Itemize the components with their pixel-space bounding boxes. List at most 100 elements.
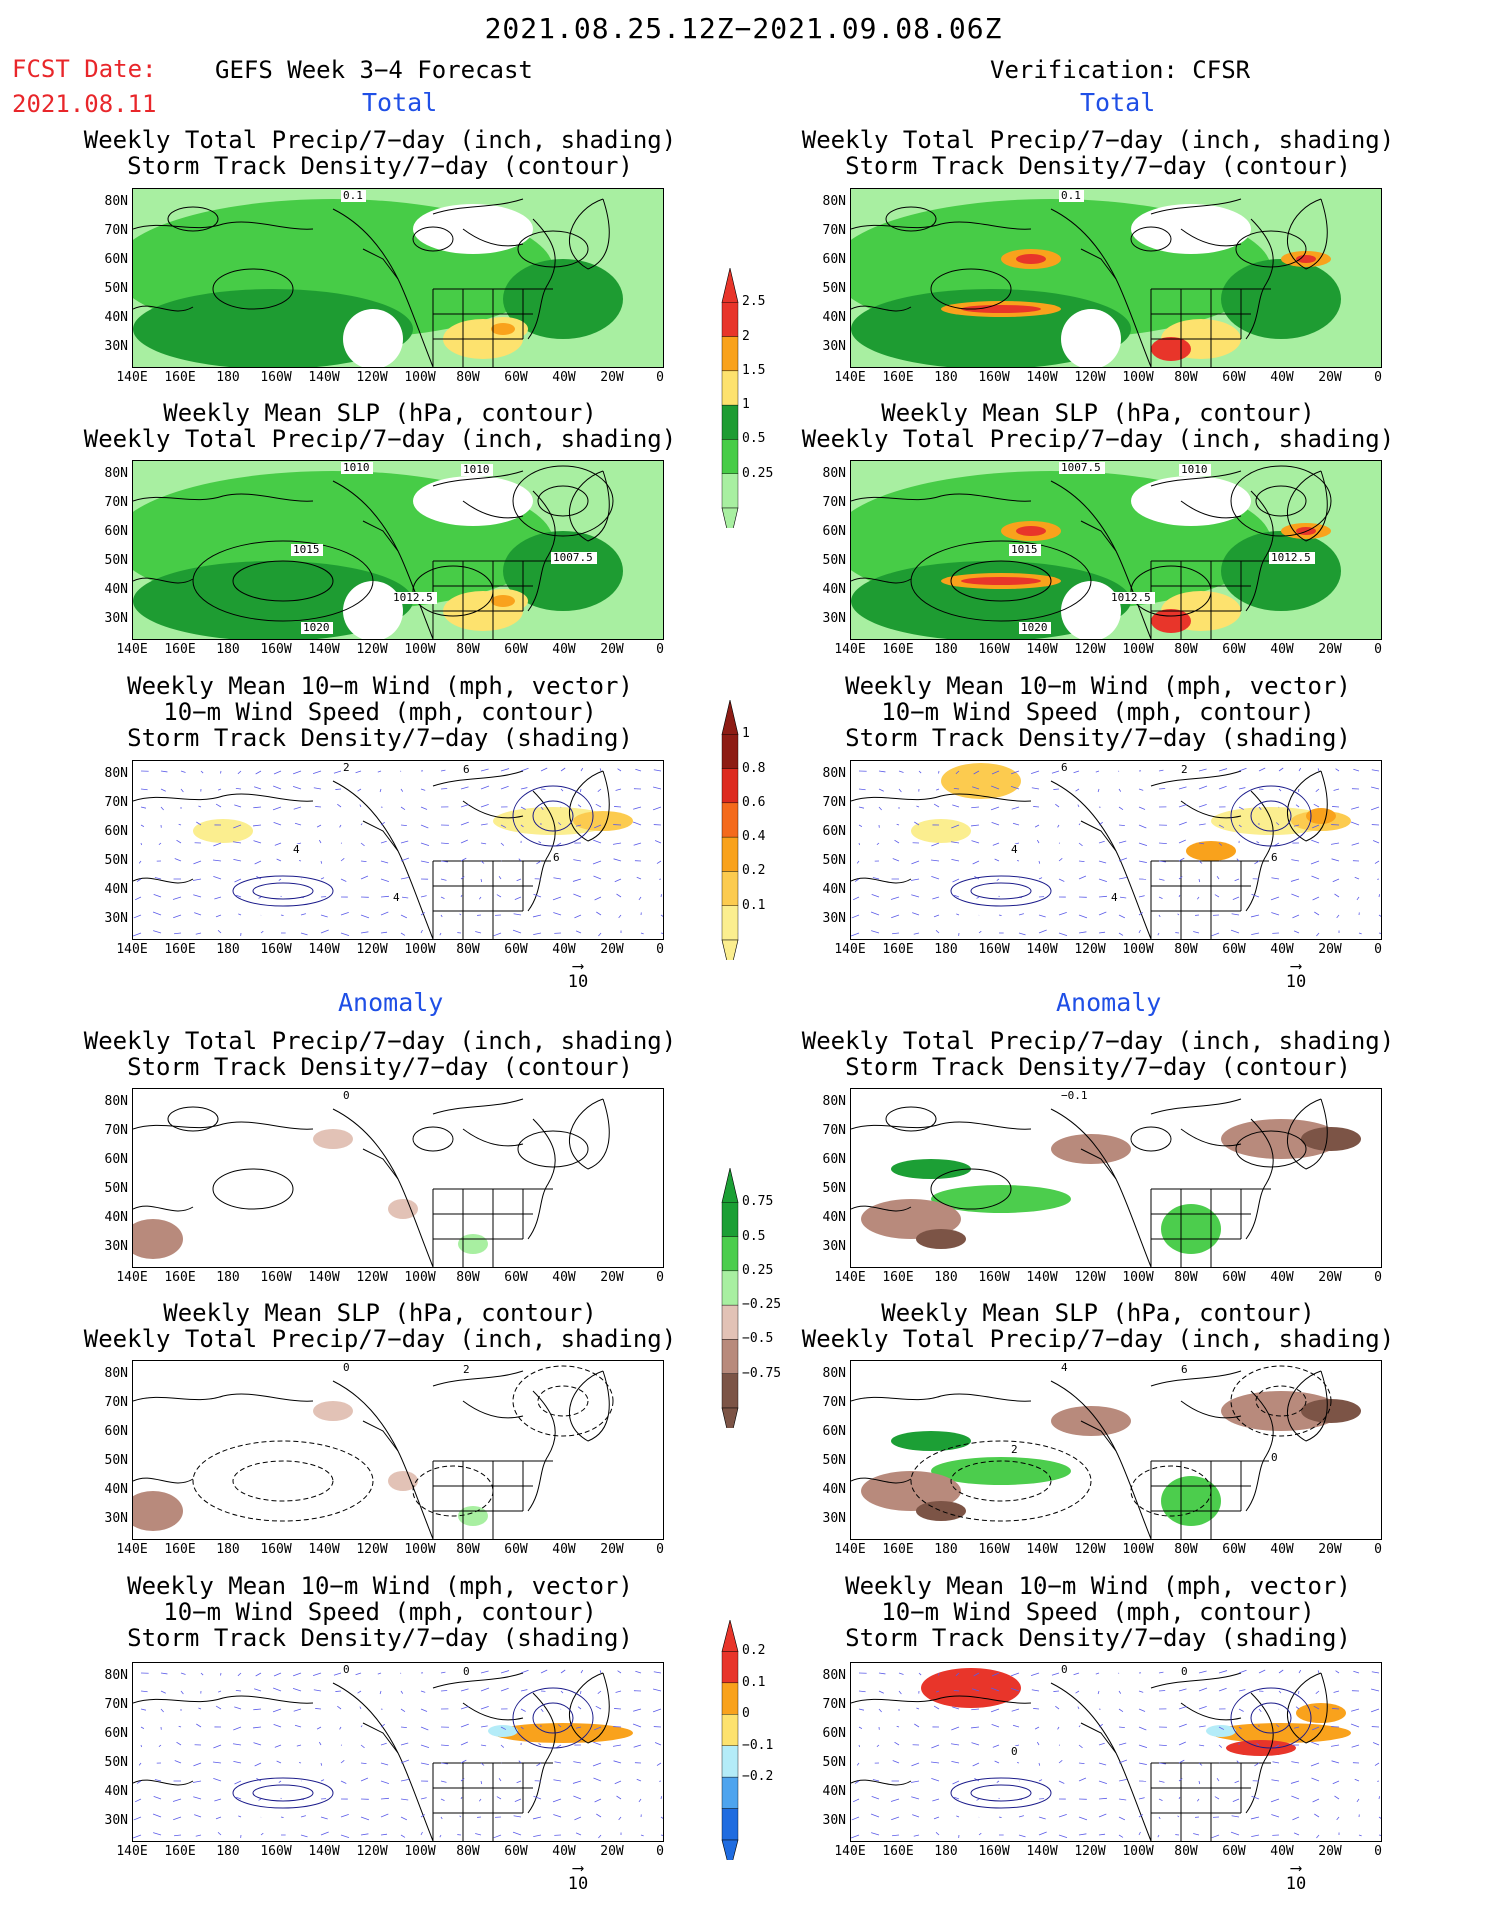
lon-tick-label: 40W [1270,1542,1294,1557]
coastlines [133,1098,610,1267]
colorbar-label: 2.5 [742,294,766,310]
coast-line [1150,1188,1271,1267]
wind-vector [1236,858,1240,862]
wind-vector [176,1741,182,1746]
lon-tick-label: 140E [834,1844,866,1859]
wind-vector [540,1708,544,1712]
lat-tick-label: 70N [822,223,846,238]
wind-vector [320,1762,323,1766]
wind-vector [440,878,447,881]
wind-vector [233,1760,242,1764]
wind-vector [1370,1708,1380,1713]
lat-tick-label: 30N [104,1511,128,1526]
panel-title-total-right-3: Weekly Mean 10−m Wind (mph, vector) 10−m… [798,673,1398,751]
lat-tick-label: 50N [822,1181,846,1196]
contour-label: 0 [1061,1663,1068,1676]
wind-vector [1138,1762,1147,1766]
lat-tick-label: 70N [822,1123,846,1138]
colorbar-precip-anom [718,1167,742,1443]
wind-vector [992,842,1000,846]
wind-vector [1311,1741,1320,1746]
wind-vector [420,842,430,847]
coast-line [362,248,399,280]
wind-vector [1271,1814,1280,1818]
wind-vector [1293,930,1300,934]
lon-tick-label: 120W [356,642,388,657]
lon-tick-label: 40W [552,370,576,385]
wind-vector [898,788,902,793]
wind-vector [660,894,662,898]
coast-line [1245,1692,1274,1814]
wind-vector [440,1671,446,1674]
contour-line [885,206,937,232]
shade-region [133,561,413,639]
wind-vector [1178,894,1181,898]
wind-vector [1332,806,1340,808]
wind-vector [274,1744,282,1748]
panel-title-total-left-1: Weekly Total Precip/7−day (inch, shading… [80,127,680,179]
wind-vector [558,1724,562,1728]
colorbar-svg [721,699,739,975]
wind-vector [460,804,470,808]
wind-vector [1218,1726,1225,1730]
contour-lines [192,1365,614,1522]
lon-tick-label: 0 [1374,942,1382,957]
wind-vector [339,824,342,828]
wind-vector [1078,823,1081,826]
wind-vector [633,842,642,846]
wind-vector [1178,839,1186,844]
wind-vector [292,770,302,775]
wind-vector [1218,824,1225,828]
wind-vector [1196,1798,1200,1802]
wind-vector [858,1744,860,1748]
lon-tick-label: 140W [308,1844,340,1859]
contour-lines [167,1106,589,1210]
wind-vector [1218,768,1228,772]
shade-region [313,1401,353,1421]
lon-tick-label: 120W [1074,1270,1106,1285]
coast-line [1245,218,1274,340]
coast-line [133,1477,194,1484]
wind-vector [1118,896,1127,899]
wind-vector [218,1690,222,1693]
wind-vector [340,1780,347,1784]
wind-vector [234,804,242,808]
lat-tick-label: 60N [104,1726,128,1741]
wind-vector [1312,1798,1320,1803]
wind-vector [400,1834,406,1838]
wind-vector [294,822,302,826]
lon-tick-label: 140W [308,1542,340,1557]
wind-vector [1178,804,1188,808]
contour-line [1230,1365,1332,1437]
wind-vector [652,806,662,811]
wind-vector [1118,932,1124,936]
lon-tick-label: 160E [164,370,196,385]
fcst-date-value: 2021.08.11 [12,90,157,118]
wind-vector [938,770,940,774]
wind-vector [292,786,302,790]
contour-line [167,206,219,232]
wind-vector [320,914,328,918]
coastlines [851,1672,1328,1841]
wind-vector [1118,1834,1124,1838]
wind-vector [991,785,1000,790]
contour-label: 2 [1181,763,1188,776]
colorbar-swatch [721,1304,739,1340]
wind-vector [237,1672,242,1677]
colorbar-swatch [721,802,739,838]
lon-tick-label: 80W [456,1270,480,1285]
lat-tick-label: 50N [822,553,846,568]
left-column-title: GEFS Week 3−4 Forecast [215,56,533,84]
wind-vector [1336,1816,1340,1821]
wind-vector [480,860,485,864]
wind-vector [1350,821,1360,826]
contour-label-bg [1019,622,1051,634]
contour-label: 2 [1011,1443,1018,1456]
wind-vector [140,824,145,827]
wind-vector [976,896,980,899]
wind-vector [953,1689,960,1692]
lat-tick-label: 70N [104,223,128,238]
wind-vector [991,1672,1000,1677]
wind-vector [1211,1834,1220,1839]
wind-vector [1138,824,1147,829]
